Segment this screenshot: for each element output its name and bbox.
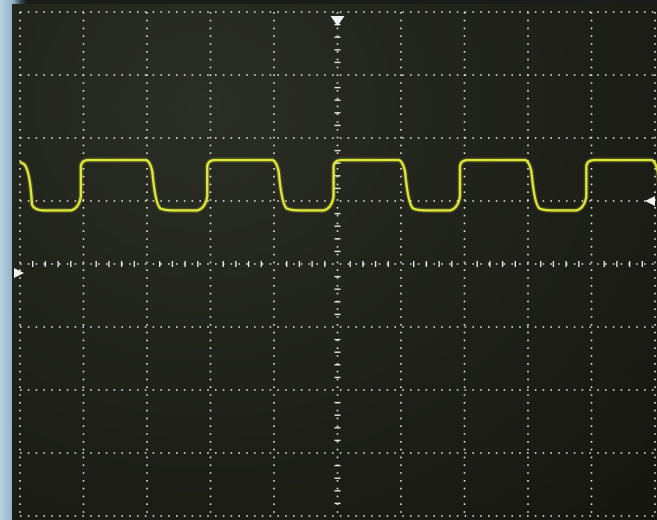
- oscilloscope-display: [12, 4, 657, 520]
- signal-trace-glow: [18, 157, 657, 213]
- trigger-level-marker: [645, 196, 655, 206]
- signal-trace: [19, 158, 657, 212]
- scope-graticule: [14, 11, 657, 517]
- trigger-position-marker: [330, 16, 345, 26]
- ground-level-marker: [14, 268, 24, 278]
